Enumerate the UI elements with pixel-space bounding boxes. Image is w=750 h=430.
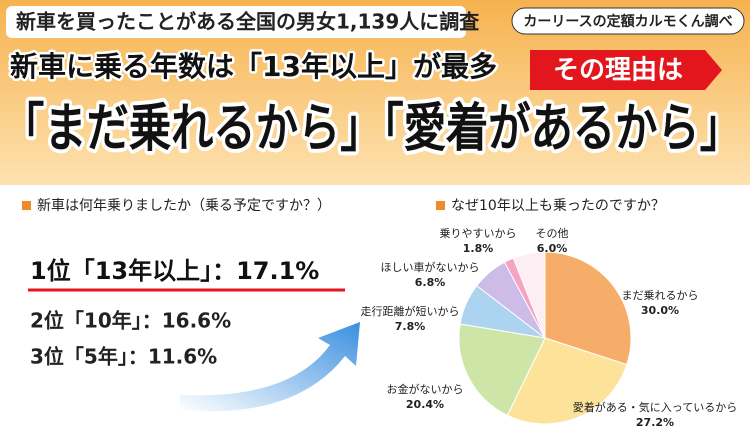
source: カーリースの定額カルモくん調べ bbox=[523, 13, 732, 30]
badge: その理由は bbox=[553, 56, 683, 86]
badge-arrow bbox=[530, 50, 722, 90]
rank-item: 3位「5年」：11.6% bbox=[30, 345, 217, 369]
arrow bbox=[180, 322, 360, 412]
slice-label: まだ乗れるから bbox=[622, 289, 699, 302]
slice-label: その他 bbox=[536, 227, 569, 240]
chart-title: なぜ10年以上も乗ったのですか？ bbox=[451, 198, 665, 214]
slice-value: 30.0% bbox=[641, 304, 679, 317]
headline: 新車に乗る年数は「13年以上」が最多 bbox=[10, 50, 497, 83]
slice-label: ほしい車がないから bbox=[381, 260, 480, 274]
pie-slice bbox=[506, 337, 628, 425]
rank-item: 1位「13年以上」：17.1% bbox=[30, 257, 319, 285]
bullet bbox=[436, 201, 445, 210]
ranking-heading: 新車は何年乗りましたか（乗る予定ですか？） bbox=[37, 197, 331, 214]
slice-value: 27.2% bbox=[636, 416, 674, 429]
slice-label: 走行距離が短いから bbox=[361, 304, 460, 318]
slice-value: 6.8% bbox=[415, 276, 446, 289]
bullet bbox=[22, 201, 31, 210]
survey: 新車を買ったことがある全国の男女1,139人に調査 bbox=[16, 10, 479, 34]
slice-value: 6.0% bbox=[537, 242, 568, 255]
slice-label: お金がないから bbox=[387, 382, 464, 396]
slice-label: 愛着がある・気に入っているから bbox=[573, 400, 737, 414]
slice-value: 1.8% bbox=[463, 242, 494, 255]
main-message: 「まだ乗れるから」「愛着があるから」 bbox=[2, 99, 742, 159]
slice-value: 7.8% bbox=[395, 320, 426, 333]
rank-item: 2位「10年」：16.6% bbox=[30, 309, 231, 333]
pie-slice bbox=[544, 251, 632, 366]
slice-label: 乗りやすいから bbox=[440, 227, 517, 240]
source-box bbox=[511, 7, 745, 35]
pie-slice bbox=[512, 251, 546, 339]
survey-box bbox=[6, 6, 466, 38]
slice-value: 20.4% bbox=[406, 398, 444, 411]
pie-slice bbox=[458, 323, 546, 417]
